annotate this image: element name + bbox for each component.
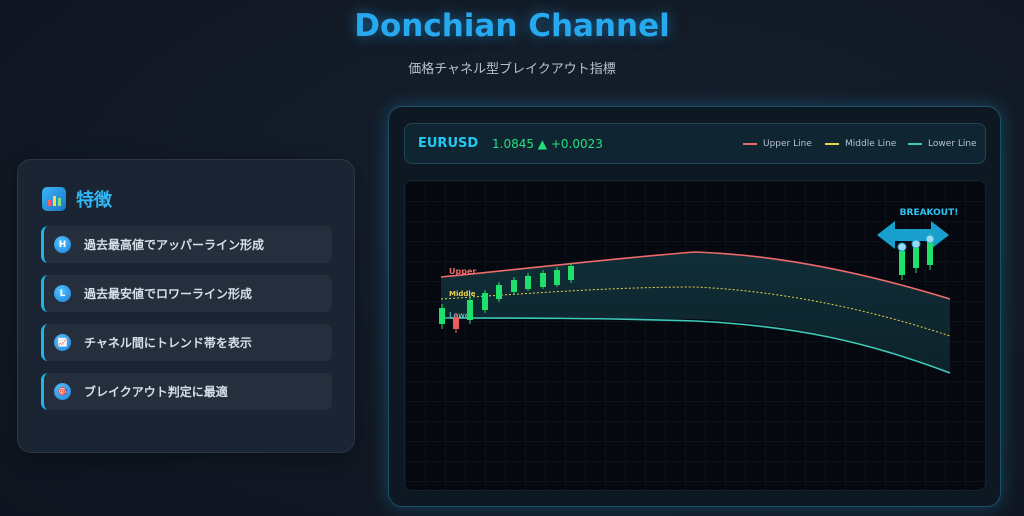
legend-middle-swatch [825, 143, 839, 145]
candlesticks [439, 263, 574, 333]
candle [467, 296, 473, 324]
feature-item-breakout: 🎯 ブレイクアウト判定に最適 [41, 373, 332, 410]
legend-upper: Upper Line [743, 139, 812, 149]
upper-line [440, 251, 951, 300]
candle [568, 263, 574, 283]
legend-middle: Middle Line [825, 139, 896, 149]
feature-item-trend: 📈 チャネル間にトレンド帯を表示 [41, 324, 332, 361]
ticker-price: 1.0845 ▲ +0.0023 [492, 137, 603, 151]
l-badge-icon: L [54, 285, 71, 302]
chart-panel: EURUSD 1.0845 ▲ +0.0023 Upper Line Middl… [388, 106, 1001, 507]
bar-chart-icon [42, 187, 66, 211]
candle [482, 290, 488, 313]
target-icon: 🎯 [54, 383, 71, 400]
legend-upper-swatch [743, 143, 757, 145]
feature-text: 過去最安値でロワーライン形成 [84, 287, 253, 301]
page-subtitle: 価格チャネル型ブレイクアウト指標 [408, 62, 616, 77]
trend-chart-icon: 📈 [54, 334, 71, 351]
candle [554, 267, 560, 287]
candle [525, 273, 531, 291]
feature-text: ブレイクアウト判定に最適 [84, 385, 228, 399]
donchian-chart-svg: Upper Middle Lower [405, 181, 985, 490]
legend-lower-label: Lower Line [928, 139, 977, 149]
legend-lower: Lower Line [908, 139, 977, 149]
candle [540, 270, 546, 289]
breakout-candles [897, 233, 935, 280]
legend-lower-swatch [908, 143, 922, 145]
candle [439, 304, 445, 329]
page-title: Donchian Channel [354, 8, 670, 44]
features-panel: 特徴 H 過去最高値でアッパーライン形成 L 過去最安値でロワーライン形成 📈 … [17, 159, 355, 453]
h-badge-icon: H [54, 236, 71, 253]
ticker-symbol: EURUSD [418, 136, 479, 151]
legend-middle-label: Middle Line [845, 139, 897, 149]
ticker-bar: EURUSD 1.0845 ▲ +0.0023 Upper Line Middl… [404, 123, 986, 164]
middle-line-label: Middle [449, 290, 476, 298]
feature-item-lower: L 過去最安値でロワーライン形成 [41, 275, 332, 312]
chart-plot-area: Upper Middle Lower [404, 180, 986, 491]
breakout-label: BREAKOUT! [900, 208, 959, 218]
candle [453, 313, 459, 333]
lower-line [440, 317, 951, 374]
feature-text: 過去最高値でアッパーライン形成 [84, 238, 265, 252]
legend-upper-label: Upper Line [763, 139, 812, 149]
lower-line-label: Lower [449, 311, 474, 320]
candle [511, 277, 517, 295]
features-header: 特徴 [42, 186, 112, 212]
channel-band [441, 252, 950, 373]
breakout-indicator: BREAKOUT! [877, 208, 958, 280]
feature-text: チャネル間にトレンド帯を表示 [84, 336, 252, 350]
feature-item-upper: H 過去最高値でアッパーライン形成 [41, 226, 332, 263]
features-title: 特徴 [76, 190, 112, 211]
candle [496, 282, 502, 302]
upper-line-label: Upper [449, 267, 476, 276]
